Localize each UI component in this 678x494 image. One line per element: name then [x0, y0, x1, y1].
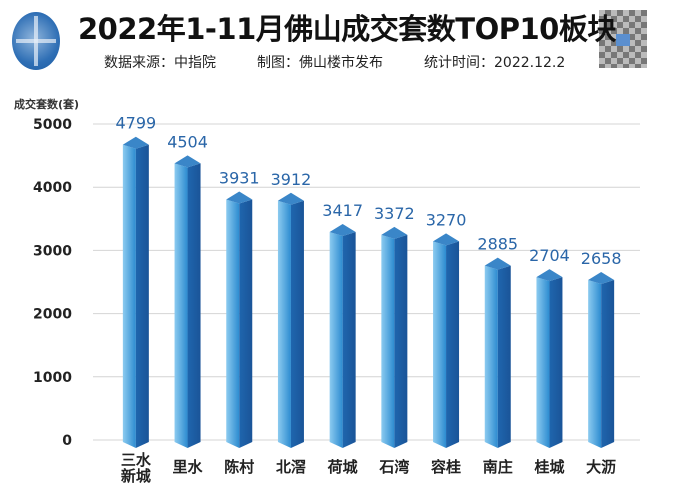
- chart-title: 2022年1-11月佛山成交套数TOP10板块: [78, 12, 616, 46]
- y-tick-label: 5000: [33, 117, 72, 133]
- bar-front-face: [174, 163, 188, 448]
- bar-top-cap: [226, 191, 253, 204]
- stat-date: 统计时间：2022.12.2: [424, 55, 566, 71]
- bar-side-face: [239, 199, 253, 448]
- bar-front-face: [381, 234, 395, 448]
- y-tick-label: 4000: [33, 180, 72, 196]
- x-tick-label: 大沥: [586, 458, 616, 476]
- bar: 2704: [529, 246, 570, 448]
- chart-maker: 制图：佛山楼市发布: [257, 55, 383, 71]
- bar-top-cap: [433, 233, 460, 246]
- bar-top-cap: [536, 269, 563, 282]
- bar-side-face: [497, 265, 511, 448]
- value-label: 2885: [477, 235, 518, 254]
- bar-top-cap: [277, 192, 304, 205]
- bar-side-face: [135, 144, 149, 449]
- x-tick-label: 三水: [121, 451, 152, 469]
- bar: 3417: [322, 201, 363, 448]
- bar-side-face: [394, 234, 408, 448]
- y-tick-label: 3000: [33, 243, 72, 259]
- data-source: 数据来源：中指院: [104, 55, 216, 71]
- bar-side-face: [446, 241, 460, 448]
- bar: 2658: [581, 249, 622, 448]
- bar-side-face: [601, 280, 615, 448]
- x-tick-label: 桂城: [533, 458, 564, 476]
- x-tick-label: 新城: [121, 467, 151, 485]
- y-tick-label: 2000: [33, 307, 72, 323]
- x-tick-label: 容桂: [430, 458, 461, 476]
- bar-front-face: [536, 277, 550, 448]
- value-label: 3931: [219, 169, 260, 188]
- bar-top-cap: [329, 224, 356, 237]
- bar-front-face: [588, 280, 602, 448]
- y-tick-label: 0: [62, 433, 72, 449]
- bar-side-face: [549, 277, 563, 448]
- value-label: 3417: [322, 201, 363, 220]
- bar: 3912: [271, 170, 312, 448]
- bar-front-face: [433, 241, 447, 448]
- x-tick-label: 北滘: [276, 458, 306, 476]
- bar-top-cap: [122, 136, 149, 149]
- qr-code: [599, 10, 647, 68]
- bar-front-face: [484, 265, 498, 448]
- bar: 2885: [477, 235, 518, 448]
- bar-side-face: [187, 163, 201, 448]
- value-label: 4799: [115, 114, 156, 133]
- value-label: 2704: [529, 246, 570, 265]
- bar: 4504: [167, 132, 208, 448]
- value-label: 4504: [167, 132, 208, 151]
- x-tick-label: 陈村: [224, 458, 254, 476]
- bar-front-face: [329, 232, 343, 448]
- bar-top-cap: [484, 257, 511, 270]
- x-tick-label: 里水: [173, 458, 204, 476]
- y-tick-label: 1000: [33, 370, 72, 386]
- y-axis-label: 成交套数(套): [14, 97, 79, 111]
- x-tick-label: 荷城: [328, 458, 358, 476]
- bar: 3931: [219, 169, 260, 448]
- bar: 4799: [115, 114, 156, 449]
- bar-top-cap: [174, 155, 201, 168]
- logo: [12, 12, 60, 70]
- value-label: 3372: [374, 204, 415, 223]
- value-label: 2658: [581, 249, 622, 268]
- bar: 3372: [374, 204, 415, 448]
- bar-top-cap: [381, 226, 408, 239]
- bar: 3270: [426, 210, 467, 448]
- bar-top-cap: [588, 272, 615, 285]
- bar-front-face: [277, 200, 291, 448]
- bar-front-face: [122, 144, 136, 449]
- bar-side-face: [342, 232, 356, 448]
- value-label: 3912: [271, 170, 312, 189]
- value-label: 3270: [426, 210, 467, 229]
- bar-front-face: [226, 199, 240, 448]
- bar-side-face: [290, 200, 304, 448]
- x-tick-label: 石湾: [378, 458, 409, 476]
- x-tick-label: 南庄: [483, 458, 513, 476]
